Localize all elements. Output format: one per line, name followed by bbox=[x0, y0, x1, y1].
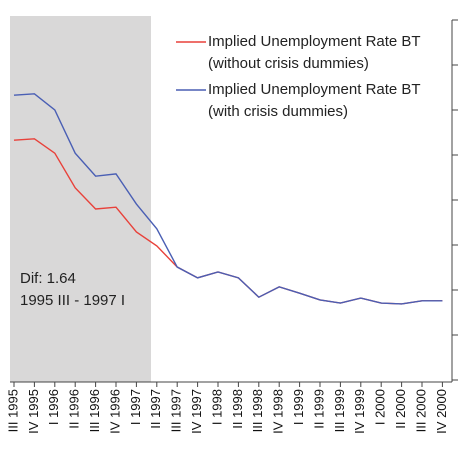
legend-line: (with crisis dummies) bbox=[208, 103, 348, 120]
x-tick-label: III 1996 bbox=[87, 389, 102, 432]
annotation: 1995 III - 1997 I bbox=[20, 292, 125, 309]
x-tick-label: II 1999 bbox=[311, 389, 326, 429]
x-tick-label: IV 1998 bbox=[271, 389, 286, 434]
legend-line: Implied Unemployment Rate BT bbox=[208, 33, 424, 50]
x-tick-label: I 1999 bbox=[291, 389, 306, 425]
legend-line: (without crisis dummies) bbox=[208, 55, 369, 72]
annotation: Dif: 1.64 bbox=[20, 270, 76, 287]
x-tick-label: II 1997 bbox=[148, 389, 163, 429]
x-tick-label: III 1999 bbox=[332, 389, 347, 432]
x-tick-label: I 1998 bbox=[209, 389, 224, 425]
x-tick-label: II 1996 bbox=[67, 389, 82, 429]
x-tick-label: IV 1995 bbox=[26, 389, 41, 434]
x-tick-label: II 2000 bbox=[393, 389, 408, 429]
x-tick-label: I 2000 bbox=[373, 389, 388, 425]
x-tick-label: III 2000 bbox=[413, 389, 428, 432]
x-tick-label: IV 1996 bbox=[107, 389, 122, 434]
x-tick-label: IV 2000 bbox=[434, 389, 449, 434]
shaded-period bbox=[10, 16, 151, 382]
x-tick-label: IV 1999 bbox=[352, 389, 367, 434]
x-tick-label: IV 1997 bbox=[189, 389, 204, 434]
x-tick-label: III 1995 bbox=[5, 389, 20, 432]
x-tick-label: III 1997 bbox=[169, 389, 184, 432]
series-line bbox=[13, 93, 443, 305]
x-tick-label: III 1998 bbox=[250, 389, 265, 432]
legend-label: Implied Unemployment Rate BT (without cr… bbox=[208, 33, 424, 72]
x-tick-label: I 1996 bbox=[46, 389, 61, 425]
x-tick-label: II 1998 bbox=[230, 389, 245, 429]
legend-label: Implied Unemployment Rate BT (with crisi… bbox=[208, 81, 424, 120]
x-tick-label: I 1997 bbox=[128, 389, 143, 425]
legend-line: Implied Unemployment Rate BT bbox=[208, 81, 424, 98]
